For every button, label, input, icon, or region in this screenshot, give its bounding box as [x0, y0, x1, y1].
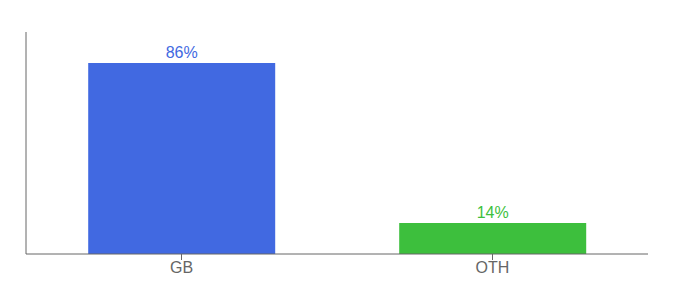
svg-text:OTH: OTH	[476, 259, 510, 276]
svg-text:14%: 14%	[477, 204, 509, 221]
svg-text:86%: 86%	[166, 44, 198, 61]
svg-text:GB: GB	[170, 259, 193, 276]
